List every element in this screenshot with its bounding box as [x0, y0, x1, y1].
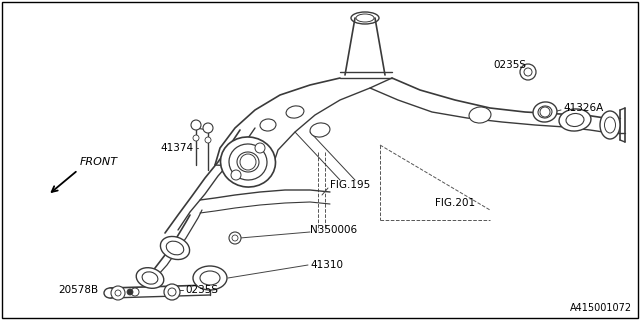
- Ellipse shape: [237, 152, 259, 172]
- Circle shape: [232, 235, 238, 241]
- Text: 41326A: 41326A: [563, 103, 604, 113]
- Text: A415001072: A415001072: [570, 303, 632, 313]
- Circle shape: [540, 107, 550, 117]
- Ellipse shape: [538, 106, 552, 118]
- Ellipse shape: [559, 109, 591, 131]
- Circle shape: [168, 288, 176, 296]
- Text: 41310: 41310: [310, 260, 343, 270]
- Ellipse shape: [221, 137, 275, 187]
- Ellipse shape: [286, 106, 304, 118]
- Circle shape: [524, 68, 532, 76]
- Circle shape: [191, 120, 201, 130]
- Ellipse shape: [200, 271, 220, 285]
- Circle shape: [193, 135, 199, 141]
- Circle shape: [255, 143, 265, 153]
- Circle shape: [205, 137, 211, 143]
- Ellipse shape: [310, 123, 330, 137]
- Ellipse shape: [136, 268, 164, 288]
- Text: FRONT: FRONT: [80, 157, 118, 167]
- Circle shape: [229, 232, 241, 244]
- Text: FIG.195: FIG.195: [330, 180, 371, 190]
- Text: 20578B: 20578B: [58, 285, 98, 295]
- Circle shape: [240, 154, 256, 170]
- Ellipse shape: [161, 236, 189, 260]
- Ellipse shape: [142, 272, 158, 284]
- Text: 41374: 41374: [160, 143, 193, 153]
- Ellipse shape: [260, 119, 276, 131]
- Circle shape: [520, 64, 536, 80]
- Circle shape: [111, 286, 125, 300]
- Ellipse shape: [104, 288, 116, 298]
- Circle shape: [127, 289, 133, 295]
- Circle shape: [131, 288, 139, 296]
- Ellipse shape: [600, 111, 620, 139]
- Ellipse shape: [469, 107, 491, 123]
- Circle shape: [115, 290, 121, 296]
- Text: 0235S: 0235S: [493, 60, 526, 70]
- Circle shape: [164, 284, 180, 300]
- Circle shape: [231, 170, 241, 180]
- Text: N350006: N350006: [310, 225, 357, 235]
- Ellipse shape: [533, 102, 557, 122]
- Circle shape: [203, 123, 213, 133]
- Ellipse shape: [166, 241, 184, 255]
- Ellipse shape: [229, 144, 267, 180]
- Text: FIG.201: FIG.201: [435, 198, 475, 208]
- Ellipse shape: [193, 266, 227, 290]
- Text: 0235S: 0235S: [185, 285, 218, 295]
